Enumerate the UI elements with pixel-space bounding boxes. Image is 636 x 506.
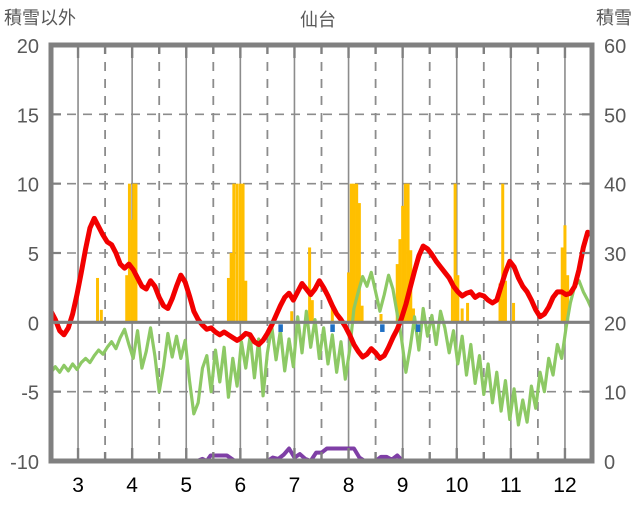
red-line-series [48,215,595,361]
left-tick-label: -10 [10,452,39,474]
x-tick-label: 6 [235,474,247,497]
right-tick-label: 60 [604,36,626,58]
x-tick-label: 9 [397,474,409,497]
right-tick-label: 30 [604,244,626,266]
left-tick-label: 10 [17,175,39,197]
blue-marks-series [278,324,421,332]
x-tick-label: 3 [72,474,84,497]
left-tick-label: -5 [21,383,39,405]
x-tick-label: 7 [289,474,301,497]
right-axis-label: 積雪 [596,8,632,28]
left-tick-label: 20 [17,36,39,58]
x-tick-label: 5 [180,474,192,497]
left-tick-label: 5 [28,244,39,266]
chart-title: 仙台 [300,10,336,30]
x-tick-label: 4 [126,474,138,497]
right-tick-label: 20 [604,313,626,335]
x-tick-label: 11 [500,474,522,497]
left-tick-label: 0 [28,313,39,335]
right-tick-label: 0 [604,452,615,474]
right-axis-tick-labels: 60 50 40 30 20 10 0 [604,36,626,474]
left-axis-label: 積雪以外 [4,8,76,28]
right-tick-label: 50 [604,105,626,127]
right-tick-label: 40 [604,175,626,197]
x-tick-label: 8 [343,474,355,497]
x-tick-label: 10 [445,474,468,497]
right-tick-label: 10 [604,383,626,405]
left-axis-tick-labels: 20 15 10 5 0 -5 -10 [10,36,39,474]
green-line-series [49,270,594,427]
x-axis-tick-labels: 3 4 5 6 7 8 9 10 11 12 [72,474,576,497]
axis-ticks [51,43,594,463]
x-tick-label: 12 [553,474,576,497]
left-tick-label: 15 [17,105,39,127]
